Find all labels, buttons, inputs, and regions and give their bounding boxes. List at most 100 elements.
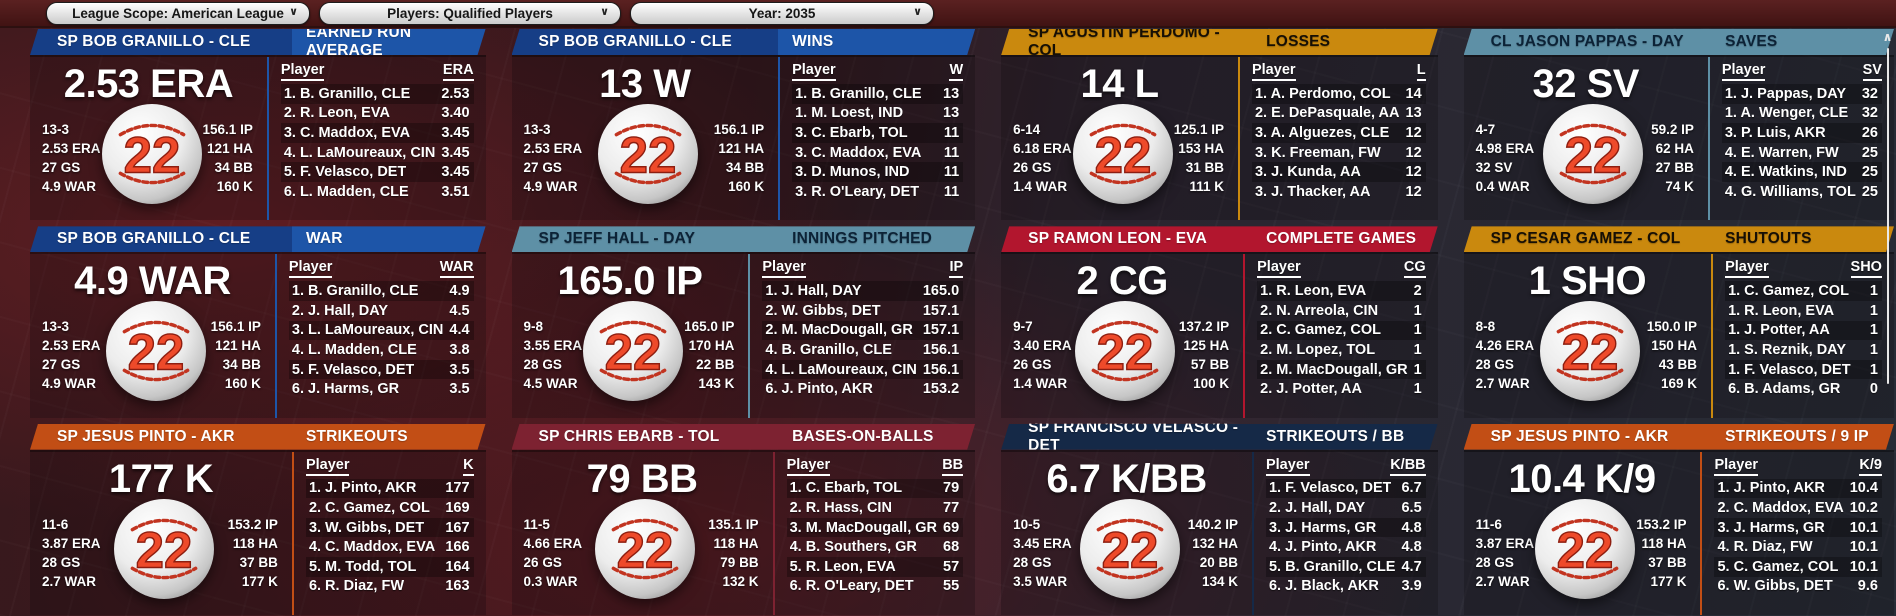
leaderboard-row[interactable]: 1. M. Loest, IND 13 (792, 104, 963, 124)
leaderboard-row[interactable]: 1. B. Granillo, CLE 4.9 (288, 281, 474, 301)
panel-stat-header[interactable]: EARNED RUN AVERAGE (292, 29, 486, 55)
leaderboard-row[interactable]: 6. B. Adams, GR 0 (1725, 379, 1882, 399)
leaderboard-row[interactable]: 6. J. Pinto, AKR 153.2 (762, 379, 963, 399)
leaderboard-row[interactable]: 5. B. Granillo, CLE 4.7 (1265, 557, 1426, 577)
leaderboard-row[interactable]: 1. J. Potter, AA 1 (1725, 320, 1882, 341)
leaderboard-row[interactable]: 6. J. Harms, GR 3.5 (289, 379, 474, 399)
leaderboard-row[interactable]: 4. C. Maddox, EVA 166 (306, 537, 474, 557)
panel-player-header[interactable]: SP CHRIS EBARB - TOL (512, 424, 779, 450)
scroll-up-icon[interactable]: ∧ (1882, 30, 1893, 44)
leaderboard-row[interactable]: 4. G. Williams, TOL 25 (1722, 182, 1882, 202)
leaderboard-row[interactable]: 6. R. O'Leary, DET 55 (787, 577, 964, 597)
leaderboard-row[interactable]: 4. R. Diaz, FW 10.1 (1714, 537, 1881, 557)
leaderboard-row[interactable]: 1. A. Perdomo, COL 14 (1251, 84, 1426, 104)
leaderboard-row[interactable]: 3. M. MacDougall, GR 69 (786, 517, 964, 538)
panel-stat-header[interactable]: SAVES (1711, 29, 1894, 55)
panel-stat-header[interactable]: BASES-ON-BALLS (778, 424, 975, 450)
leaderboard-row[interactable]: 3. C. Ebarb, TOL 11 (792, 123, 964, 143)
panel-player-header[interactable]: SP BOB GRANILLO - CLE (30, 29, 292, 55)
leaderboard-row[interactable]: 4. J. Pinto, AKR 4.8 (1266, 537, 1426, 557)
leaderboard-row[interactable]: 1. C. Ebarb, TOL 79 (786, 478, 964, 499)
panel-player-header[interactable]: SP BOB GRANILLO - CLE (30, 226, 292, 252)
panel-player-header[interactable]: CL JASON PAPPAS - DAY (1464, 29, 1711, 55)
panel-stat-header[interactable]: SHUTOUTS (1711, 226, 1894, 252)
leaderboard-row[interactable]: 2. J. Potter, AA 1 (1257, 379, 1426, 399)
leaderboard-row[interactable]: 4. L. LaMoureaux, CIN 156.1 (762, 359, 964, 380)
leaderboard-row[interactable]: 4. B. Southers, GR 68 (787, 537, 964, 557)
leaderboard-row[interactable]: 6. R. Diaz, FW 163 (306, 577, 474, 597)
leaderboard-row[interactable]: 6. J. Black, AKR 3.9 (1266, 577, 1426, 597)
leaderboard-row[interactable]: 2. N. Arreola, CIN 1 (1257, 301, 1426, 321)
leaderboard-row[interactable]: 3. A. Alguezes, CLE 12 (1251, 123, 1426, 143)
leaderboard-row[interactable]: 1. C. Gamez, COL 1 (1725, 281, 1882, 301)
leaderboard-row[interactable]: 1. J. Pappas, DAY 32 (1721, 84, 1882, 104)
panel-stat-header[interactable]: STRIKEOUTS / 9 IP (1711, 424, 1894, 450)
panel-player-header[interactable]: SP FRANCISCO VELASCO - DET (1001, 424, 1252, 450)
leaderboard-row[interactable]: 4. L. LaMoureaux, CIN 3.45 (281, 143, 474, 163)
panel-stat-header[interactable]: WAR (292, 226, 486, 252)
panel-player-header[interactable]: SP BOB GRANILLO - CLE (512, 29, 779, 55)
leaderboard-row[interactable]: 2. C. Maddox, EVA 10.2 (1714, 498, 1881, 518)
leaderboard-row[interactable]: 1. S. Reznik, DAY 1 (1725, 340, 1882, 360)
leaderboard-row[interactable]: 3. K. Freeman, FW 12 (1252, 143, 1426, 163)
leaderboard-row[interactable]: 1. R. Leon, EVA 1 (1725, 301, 1882, 321)
vertical-scrollbar[interactable]: ∧ (1881, 30, 1894, 612)
leaderboard-row[interactable]: 1. R. Leon, EVA 2 (1257, 281, 1426, 301)
leaderboard-row[interactable]: 3. R. O'Leary, DET 11 (792, 182, 963, 202)
panel-stat-header[interactable]: STRIKEOUTS (292, 424, 486, 450)
leaderboard-row[interactable]: 2. J. Hall, DAY 6.5 (1266, 498, 1426, 518)
leaderboard-row[interactable]: 3. C. Maddox, EVA 11 (792, 143, 963, 163)
leaderboard-row[interactable]: 2. M. MacDougall, GR 157.1 (762, 320, 964, 341)
leaderboard-row[interactable]: 3. J. Thacker, AA 12 (1252, 182, 1426, 202)
leaderboard-row[interactable]: 1. J. Pinto, AKR 10.4 (1714, 478, 1882, 499)
leaderboard-row[interactable]: 3. J. Kunda, AA 12 (1251, 162, 1426, 182)
leaderboard-row[interactable]: 2. J. Hall, DAY 4.5 (289, 301, 474, 321)
panel-stat-header[interactable]: WINS (778, 29, 975, 55)
leaderboard-row[interactable]: 1. B. Granillo, CLE 2.53 (280, 84, 474, 104)
panel-player-header[interactable]: SP JESUS PINTO - AKR (30, 424, 292, 450)
panel-player-header[interactable]: SP JEFF HALL - DAY (512, 226, 779, 252)
leaderboard-row[interactable]: 4. L. Madden, CLE 3.8 (289, 340, 474, 360)
leaderboard-row[interactable]: 1. A. Wenger, CLE 32 (1722, 104, 1882, 124)
leaderboard-row[interactable]: 6. W. Gibbs, DET 9.6 (1714, 577, 1881, 597)
leaderboard-row[interactable]: 3. D. Munos, IND 11 (792, 162, 964, 182)
leaderboard-row[interactable]: 5. F. Velasco, DET 3.45 (280, 162, 474, 182)
leaderboard-row[interactable]: 2. M. MacDougall, GR 1 (1257, 359, 1426, 380)
leaderboard-row[interactable]: 3. W. Gibbs, DET 167 (305, 517, 474, 538)
year-dropdown[interactable]: Year: 2035 ∨ (630, 1, 934, 25)
league-scope-dropdown[interactable]: League Scope: American League ∨ (46, 1, 310, 25)
panel-player-header[interactable]: SP JESUS PINTO - AKR (1464, 424, 1711, 450)
leaderboard-row[interactable]: 1. B. Granillo, CLE 13 (792, 84, 964, 104)
panel-player-header[interactable]: SP RAMON LEON - EVA (1001, 226, 1252, 252)
players-filter-dropdown[interactable]: Players: Qualified Players ∨ (319, 1, 621, 25)
leaderboard-row[interactable]: 2. R. Leon, EVA 3.40 (281, 104, 474, 124)
leaderboard-row[interactable]: 5. R. Leon, EVA 57 (786, 557, 964, 577)
leaderboard-row[interactable]: 3. L. LaMoureaux, CIN 4.4 (288, 320, 474, 341)
leaderboard-row[interactable]: 3. C. Maddox, EVA 3.45 (280, 123, 474, 143)
panel-player-header[interactable]: SP CESAR GAMEZ - COL (1464, 226, 1711, 252)
leaderboard-row[interactable]: 1. F. Velasco, DET 1 (1725, 359, 1882, 380)
leaderboard-row[interactable]: 5. C. Gamez, COL 10.1 (1714, 557, 1882, 577)
leaderboard-row[interactable]: 4. E. Watkins, IND 25 (1721, 162, 1882, 182)
leaderboard-row[interactable]: 4. E. Warren, FW 25 (1722, 143, 1882, 163)
leaderboard-row[interactable]: 2. M. Lopez, TOL 1 (1257, 340, 1426, 360)
leaderboard-row[interactable]: 4. B. Granillo, CLE 156.1 (762, 340, 963, 360)
panel-stat-header[interactable]: STRIKEOUTS / BB (1252, 424, 1438, 450)
panel-player-header[interactable]: SP AGUSTIN PERDOMO - COL (1001, 29, 1252, 55)
leaderboard-row[interactable]: 2. R. Hass, CIN 77 (787, 498, 964, 518)
panel-stat-header[interactable]: COMPLETE GAMES (1252, 226, 1438, 252)
leaderboard-row[interactable]: 3. P. Luis, AKR 26 (1721, 123, 1882, 143)
leaderboard-row[interactable]: 6. L. Madden, CLE 3.51 (281, 182, 474, 202)
leaderboard-row[interactable]: 2. C. Gamez, COL 1 (1257, 320, 1426, 341)
leaderboard-row[interactable]: 5. F. Velasco, DET 3.5 (288, 359, 474, 380)
leaderboard-row[interactable]: 5. M. Todd, TOL 164 (305, 557, 474, 577)
leaderboard-row[interactable]: 2. W. Gibbs, DET 157.1 (762, 301, 963, 321)
leaderboard-row[interactable]: 1. J. Hall, DAY 165.0 (762, 281, 964, 301)
leaderboard-row[interactable]: 1. F. Velasco, DET 6.7 (1265, 478, 1426, 499)
panel-stat-header[interactable]: LOSSES (1252, 29, 1438, 55)
leaderboard-row[interactable]: 3. J. Harms, GR 10.1 (1714, 517, 1882, 538)
leaderboard-row[interactable]: 2. C. Gamez, COL 169 (306, 498, 474, 518)
leaderboard-row[interactable]: 3. J. Harms, GR 4.8 (1265, 517, 1426, 538)
panel-stat-header[interactable]: INNINGS PITCHED (778, 226, 975, 252)
scrollbar-thumb[interactable] (1887, 48, 1889, 384)
